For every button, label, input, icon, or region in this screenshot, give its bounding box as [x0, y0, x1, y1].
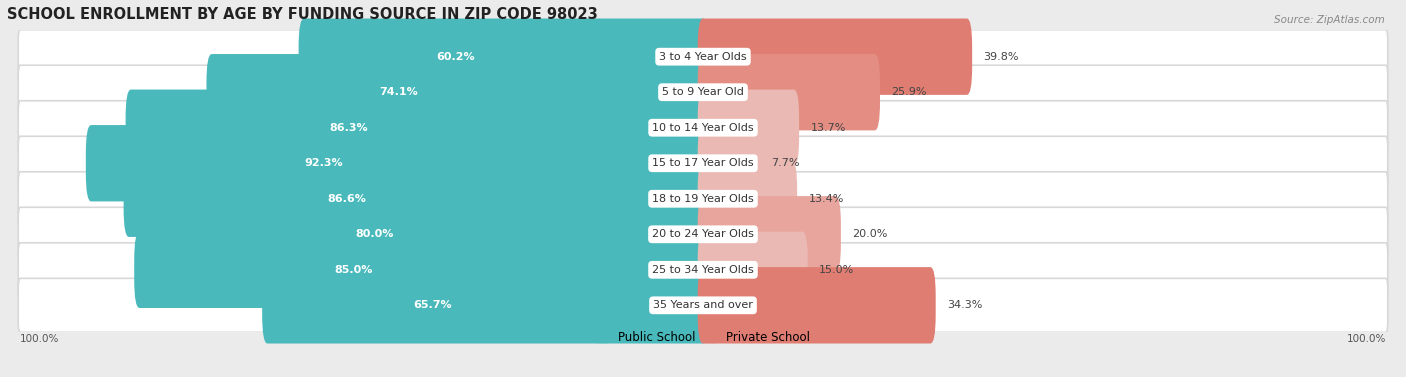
FancyBboxPatch shape: [18, 243, 1388, 297]
Text: 18 to 19 Year Olds: 18 to 19 Year Olds: [652, 194, 754, 204]
Text: 80.0%: 80.0%: [354, 229, 394, 239]
FancyBboxPatch shape: [697, 231, 807, 308]
FancyBboxPatch shape: [125, 90, 709, 166]
Text: 100.0%: 100.0%: [1347, 334, 1386, 344]
FancyBboxPatch shape: [18, 136, 1388, 190]
FancyBboxPatch shape: [124, 161, 709, 237]
Text: 10 to 14 Year Olds: 10 to 14 Year Olds: [652, 123, 754, 133]
FancyBboxPatch shape: [697, 18, 972, 95]
Text: 13.4%: 13.4%: [808, 194, 844, 204]
Text: 85.0%: 85.0%: [335, 265, 373, 275]
Text: 34.3%: 34.3%: [948, 300, 983, 310]
Text: 5 to 9 Year Old: 5 to 9 Year Old: [662, 87, 744, 97]
FancyBboxPatch shape: [18, 207, 1388, 261]
Text: 13.7%: 13.7%: [810, 123, 846, 133]
FancyBboxPatch shape: [262, 267, 709, 343]
Text: 15 to 17 Year Olds: 15 to 17 Year Olds: [652, 158, 754, 168]
Text: 25.9%: 25.9%: [891, 87, 927, 97]
Text: 100.0%: 100.0%: [20, 334, 59, 344]
FancyBboxPatch shape: [697, 54, 880, 130]
Text: 7.7%: 7.7%: [770, 158, 799, 168]
FancyBboxPatch shape: [298, 18, 709, 95]
FancyBboxPatch shape: [86, 125, 709, 201]
FancyBboxPatch shape: [697, 125, 759, 201]
Text: 35 Years and over: 35 Years and over: [652, 300, 754, 310]
FancyBboxPatch shape: [18, 65, 1388, 119]
Text: 65.7%: 65.7%: [413, 300, 453, 310]
Text: 20.0%: 20.0%: [852, 229, 887, 239]
FancyBboxPatch shape: [167, 196, 709, 273]
Text: 92.3%: 92.3%: [304, 158, 343, 168]
Text: Source: ZipAtlas.com: Source: ZipAtlas.com: [1274, 15, 1385, 25]
Text: 60.2%: 60.2%: [436, 52, 475, 62]
FancyBboxPatch shape: [18, 172, 1388, 226]
Text: 86.3%: 86.3%: [329, 123, 367, 133]
Text: 20 to 24 Year Olds: 20 to 24 Year Olds: [652, 229, 754, 239]
FancyBboxPatch shape: [18, 278, 1388, 332]
FancyBboxPatch shape: [697, 90, 799, 166]
FancyBboxPatch shape: [697, 267, 935, 343]
FancyBboxPatch shape: [18, 101, 1388, 155]
FancyBboxPatch shape: [134, 231, 709, 308]
FancyBboxPatch shape: [207, 54, 709, 130]
Text: SCHOOL ENROLLMENT BY AGE BY FUNDING SOURCE IN ZIP CODE 98023: SCHOOL ENROLLMENT BY AGE BY FUNDING SOUR…: [7, 7, 598, 22]
FancyBboxPatch shape: [697, 161, 797, 237]
Text: 39.8%: 39.8%: [983, 52, 1019, 62]
FancyBboxPatch shape: [18, 30, 1388, 84]
Text: 86.6%: 86.6%: [328, 194, 367, 204]
FancyBboxPatch shape: [697, 196, 841, 273]
Text: 15.0%: 15.0%: [820, 265, 855, 275]
Legend: Public School, Private School: Public School, Private School: [596, 331, 810, 344]
Text: 25 to 34 Year Olds: 25 to 34 Year Olds: [652, 265, 754, 275]
Text: 74.1%: 74.1%: [380, 87, 418, 97]
Text: 3 to 4 Year Olds: 3 to 4 Year Olds: [659, 52, 747, 62]
